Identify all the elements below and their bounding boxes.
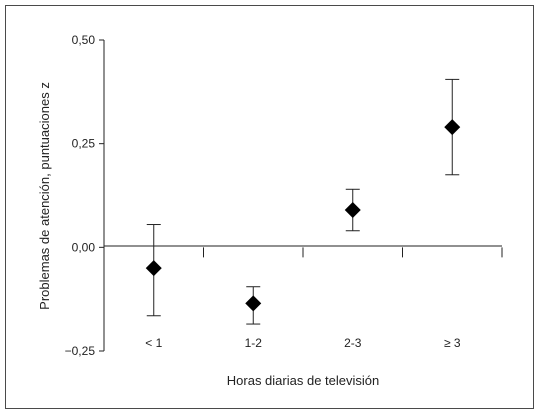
y-axis: 0,50 0,25 0,00 −0,25 (65, 33, 105, 358)
data-point (245, 286, 262, 325)
y-tick-label: 0,25 (72, 137, 96, 151)
y-tick-label: 0,00 (72, 240, 96, 254)
data-point (145, 224, 162, 317)
y-tick-label: −0,25 (65, 344, 96, 358)
x-tick-label: ≥ 3 (444, 336, 461, 350)
x-tick-label: < 1 (145, 336, 162, 350)
x-axis-title: Horas diarias de televisión (227, 373, 379, 388)
data-marks (145, 78, 461, 325)
x-tick-label: 2-3 (344, 336, 362, 350)
diamond-marker (444, 119, 461, 136)
x-tick-label: 1-2 (245, 336, 263, 350)
y-tick-label: 0,50 (72, 33, 96, 47)
diamond-marker (145, 260, 162, 277)
diamond-marker (344, 202, 361, 219)
data-point (344, 188, 361, 232)
y-axis-title: Problemas de atención, puntuaciones z (37, 82, 52, 310)
diamond-marker (245, 295, 262, 312)
x-axis: < 1 1-2 2-3 ≥ 3 (104, 245, 503, 350)
chart-frame (5, 5, 534, 409)
data-point (444, 78, 461, 176)
